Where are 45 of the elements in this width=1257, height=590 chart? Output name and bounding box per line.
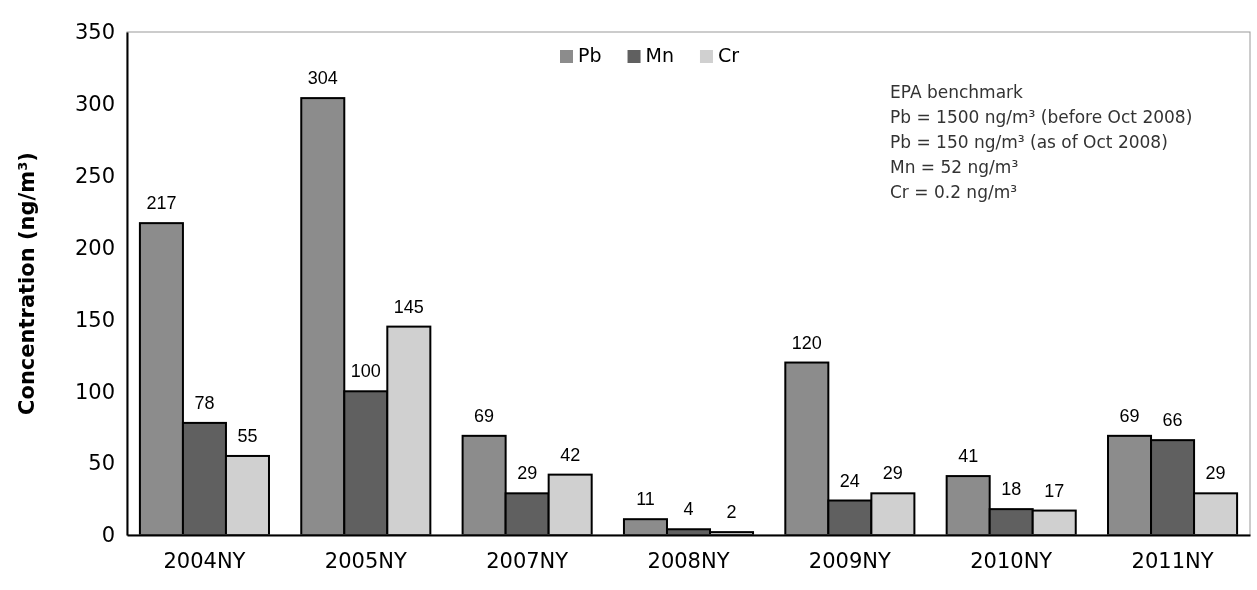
data-label: 18 (1001, 479, 1022, 500)
data-label: 304 (307, 68, 338, 89)
data-label: 120 (791, 332, 822, 353)
y-tick-label: 150 (74, 307, 115, 332)
data-label: 2 (726, 502, 737, 523)
data-label: 100 (350, 361, 381, 382)
data-label: 55 (237, 425, 258, 446)
data-label: 29 (517, 463, 538, 484)
annotation: Pb = 1500 ng/m³ (before Oct 2008) (890, 107, 1193, 127)
annotation: Cr = 0.2 ng/m³ (890, 182, 1018, 202)
data-label: 29 (1205, 463, 1226, 484)
data-label: 69 (1119, 405, 1140, 426)
x-tick-label: 2007NY (486, 548, 569, 573)
annotation: Pb = 150 ng/m³ (as of Oct 2008) (890, 132, 1168, 152)
y-axis-title: Concentration (ng/m³) (15, 152, 39, 415)
data-label: 24 (839, 470, 860, 491)
data-label: 66 (1162, 410, 1183, 431)
data-label: 217 (146, 193, 177, 214)
data-label: 11 (636, 489, 655, 510)
y-tick-label: 200 (74, 235, 115, 260)
x-tick-label: 2011NY (1131, 548, 1214, 573)
data-label: 78 (194, 392, 215, 413)
legend-label: Mn (645, 44, 674, 66)
x-tick-label: 2010NY (970, 548, 1053, 573)
x-tick-label: 2004NY (163, 548, 246, 573)
x-tick-label: 2008NY (647, 548, 730, 573)
y-tick-label: 300 (74, 92, 115, 117)
data-label: 69 (474, 405, 495, 426)
y-tick-label: 350 (74, 20, 115, 45)
x-tick-label: 2005NY (324, 548, 407, 573)
y-tick-label: 0 (101, 523, 115, 548)
y-tick-label: 100 (74, 379, 115, 404)
data-label: 42 (560, 444, 581, 465)
annotation: Mn = 52 ng/m³ (890, 157, 1019, 177)
data-label: 41 (958, 446, 979, 467)
y-tick-label: 50 (88, 451, 115, 476)
data-label: 145 (393, 296, 424, 317)
annotation: EPA benchmark (890, 82, 1024, 102)
legend-label: Pb (578, 44, 602, 66)
data-label: 17 (1044, 480, 1065, 501)
legend-label: Cr (717, 44, 740, 66)
data-label: 4 (683, 499, 694, 520)
data-label: 29 (882, 463, 903, 484)
x-tick-label: 2009NY (808, 548, 892, 573)
y-tick-label: 250 (74, 163, 115, 188)
